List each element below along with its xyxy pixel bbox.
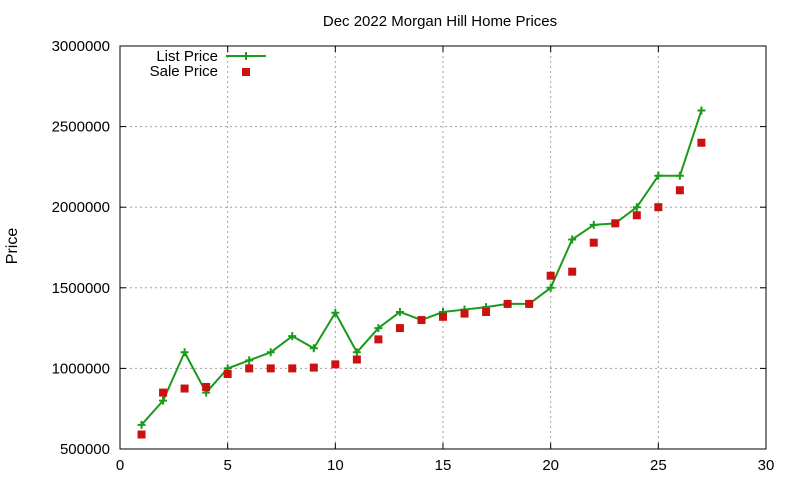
axis-ticks: 0 5 10 15 20 25 30 500000 1000000 1500000 2000000 2… (52, 38, 775, 474)
x-tick-label: 15 (435, 457, 452, 474)
list-price-point (159, 396, 168, 405)
x-tick-label: 25 (650, 457, 667, 474)
sale-price-point (331, 360, 340, 369)
x-tick-label: 5 (223, 457, 231, 474)
list-price-point (266, 348, 275, 357)
list-price-point (245, 356, 254, 365)
sale-price-point (374, 335, 383, 344)
y-tick-label: 2000000 (52, 199, 110, 216)
list-price-point (374, 324, 383, 333)
list-price-point (675, 171, 684, 180)
sale-price-point (611, 219, 620, 228)
sale-price-point (180, 384, 189, 393)
sale-price-point (352, 355, 361, 364)
sale-price-point (654, 203, 663, 212)
list-price-point (352, 348, 361, 357)
sale-price-point (568, 267, 577, 276)
list-price-point (395, 307, 404, 316)
sale-price-point (439, 312, 447, 321)
sale-price-point (159, 388, 168, 397)
grid (120, 46, 766, 449)
sale-price-point (589, 238, 598, 247)
list-price-point (654, 171, 663, 180)
sale-price-point (503, 299, 512, 308)
list-price-point (568, 235, 577, 244)
legend-label-list-price: List Price (156, 48, 218, 65)
list-price-point (546, 283, 555, 292)
sale-price-point (460, 309, 469, 318)
sale-price-point (395, 324, 404, 333)
list-price-point (137, 420, 146, 429)
legend-marker-list-price (242, 52, 250, 60)
sale-price-point (288, 364, 297, 373)
x-tick-label: 30 (758, 457, 775, 474)
sale-price-point (697, 138, 706, 147)
list-price-point (331, 308, 340, 317)
sale-price-point (546, 271, 555, 280)
list-price-point (288, 332, 297, 341)
sale-price-point (309, 363, 318, 372)
list-price-point (309, 344, 318, 353)
plot-frame (119, 45, 767, 450)
chart-title: Dec 2022 Morgan Hill Home Prices (323, 13, 557, 30)
sale-price-point (482, 307, 491, 316)
sale-price-point (417, 316, 426, 325)
sale-price-point (675, 186, 684, 195)
list-price-point (180, 348, 189, 357)
x-tick-label: 0 (116, 457, 124, 474)
sale-price-point (266, 364, 275, 373)
x-tick-label: 10 (327, 457, 344, 474)
y-axis-label: Price (4, 228, 21, 265)
sale-price-point (223, 370, 232, 379)
legend-marker-sale-price (242, 68, 250, 76)
y-tick-label: 1500000 (52, 280, 110, 297)
list-price-point (589, 220, 598, 229)
y-tick-label: 500000 (60, 441, 110, 458)
legend-label-sale-price: Sale Price (150, 63, 218, 80)
sale-price-point (245, 364, 254, 373)
plot-series (137, 106, 706, 439)
sale-price-point (525, 299, 534, 308)
sale-price-point (137, 430, 146, 439)
sale-price-point (202, 382, 211, 391)
sale-price-point (632, 211, 641, 220)
list-price-point (697, 106, 706, 115)
y-tick-label: 2500000 (52, 119, 110, 136)
list-price-point (632, 203, 641, 212)
y-tick-label: 3000000 (52, 38, 110, 55)
y-tick-label: 1000000 (52, 360, 110, 377)
x-tick-label: 20 (542, 457, 559, 474)
